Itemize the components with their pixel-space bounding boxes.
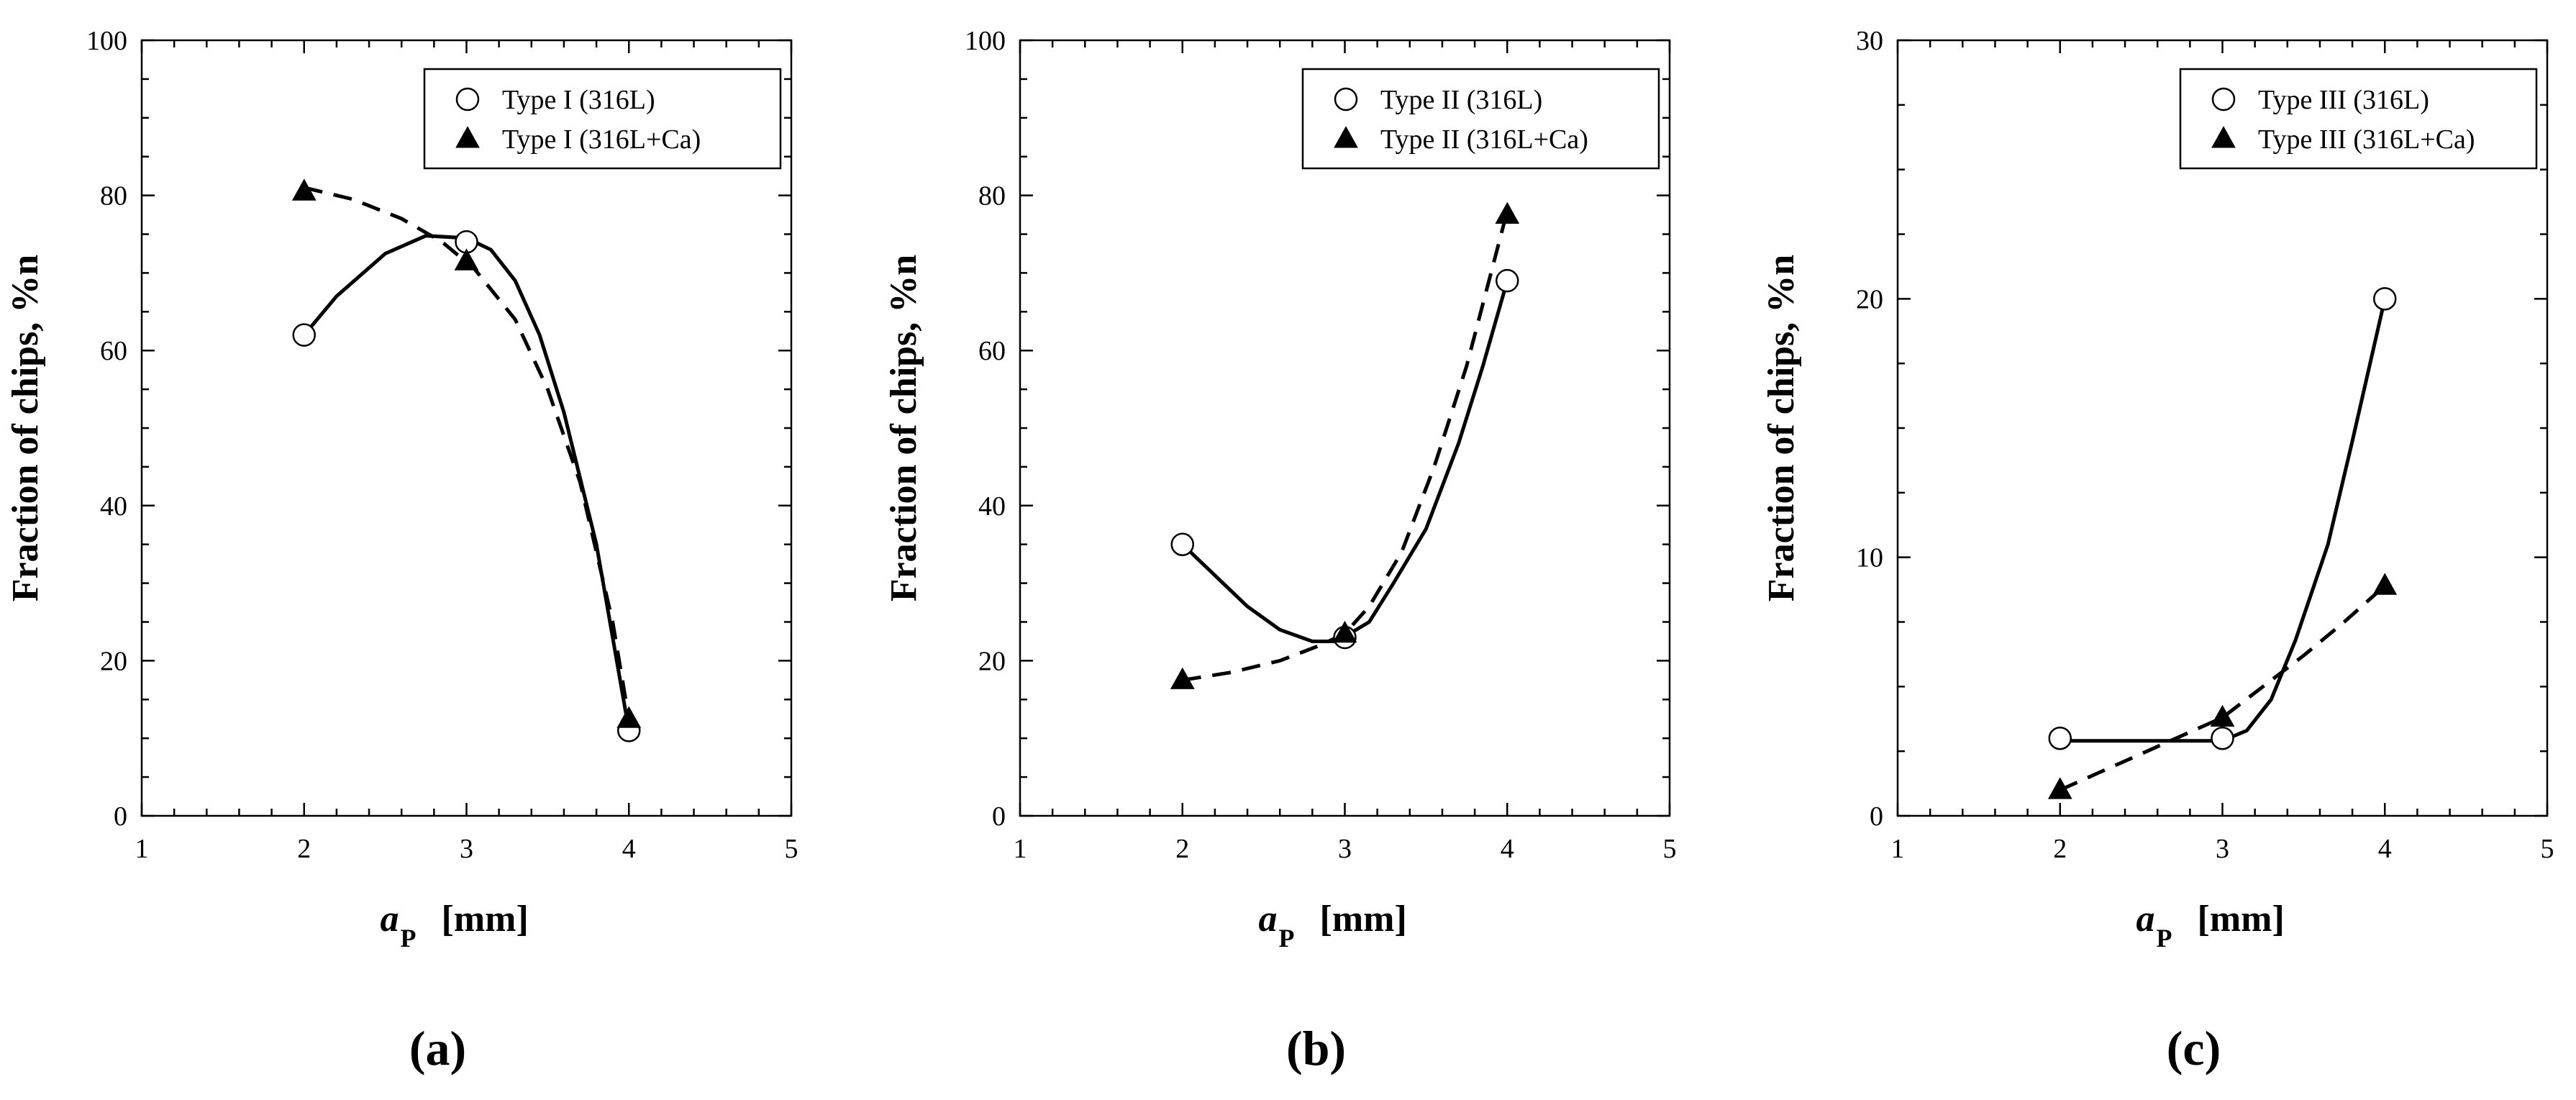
y-tick-label: 40 [978, 491, 1006, 522]
data-point-series2 [616, 706, 642, 728]
legend: Type I (316L) Type I (316L+Ca) [423, 68, 782, 170]
x-tick-label: 4 [1501, 834, 1514, 864]
x-tick-label: 3 [2216, 834, 2229, 864]
chart-panel-2: 1 2 3 4 5 0 20 40 60 80 100 Fraction of chips, %n a P… [883, 26, 1677, 1076]
x-axis-unit: [mm] [2198, 899, 2285, 940]
data-point-series1 [2373, 287, 2397, 311]
x-tick-label: 1 [1014, 834, 1027, 864]
y-tick-label: 0 [1870, 801, 1883, 832]
y-axis-label: Fraction of chips, %n [5, 255, 46, 602]
data-point-series1 [2048, 726, 2072, 750]
x-axis-subscript: P [2157, 924, 2172, 953]
y-tick-label: 100 [86, 26, 127, 56]
y-tick-label: 20 [100, 646, 127, 676]
legend-marker-1 [455, 87, 480, 112]
legend-box [423, 68, 782, 170]
panel-label: (b) [1286, 1021, 1346, 1076]
x-tick-label: 2 [2053, 834, 2067, 864]
panel-label: (a) [409, 1021, 466, 1076]
legend-box [1301, 68, 1660, 170]
y-tick-label: 40 [100, 491, 127, 522]
y-tick-label: 0 [992, 801, 1006, 832]
data-point-series2 [454, 248, 479, 271]
x-tick-label: 5 [2541, 834, 2554, 864]
y-tick-label: 80 [978, 181, 1006, 212]
y-axis-label: Fraction of chips, %n [1761, 255, 1802, 602]
x-tick-label: 2 [1175, 834, 1189, 864]
x-tick-label: 1 [1891, 834, 1905, 864]
x-tick-label: 3 [1338, 834, 1352, 864]
y-tick-label: 80 [100, 181, 127, 212]
x-axis-label: a P [mm] [1259, 899, 1407, 953]
data-point-series2 [2047, 777, 2072, 799]
y-tick-label: 10 [1856, 543, 1883, 573]
x-axis-unit: [mm] [1320, 899, 1407, 940]
legend: Type III (316L) Type III (316L+Ca) [2179, 68, 2538, 170]
y-tick-label: 20 [1856, 284, 1883, 314]
x-axis-subscript: P [401, 924, 417, 953]
data-point-series1 [1496, 268, 1519, 293]
data-point-series2 [2210, 704, 2235, 727]
x-axis-label: a P [mm] [381, 899, 529, 953]
x-tick-label: 5 [1663, 834, 1677, 864]
data-point-series1 [292, 323, 316, 347]
x-axis-symbol: a [381, 899, 399, 940]
x-axis-subscript: P [1279, 924, 1295, 953]
data-point-series2 [1332, 620, 1357, 643]
data-point-series1 [2211, 726, 2234, 750]
legend: Type II (316L) Type II (316L+Ca) [1301, 68, 1660, 170]
data-point-series2 [1170, 667, 1195, 689]
series-line-1 [302, 234, 631, 731]
y-tick-label: 60 [100, 336, 127, 366]
x-axis-unit: [mm] [442, 899, 529, 940]
x-tick-label: 5 [785, 834, 798, 864]
y-tick-label: 30 [1856, 26, 1883, 56]
data-point-series2 [2372, 573, 2398, 595]
panel-label: (c) [2167, 1021, 2221, 1076]
x-tick-label: 1 [135, 834, 149, 864]
series-line-2 [304, 186, 631, 719]
legend-marker-1 [2211, 87, 2236, 112]
data-point-series2 [291, 178, 317, 201]
y-tick-label: 20 [978, 646, 1006, 676]
series-line-1 [2060, 298, 2387, 743]
series-line-1 [1181, 280, 1509, 643]
x-axis-symbol: a [1259, 899, 1278, 940]
chart-panel-1: 1 2 3 4 5 0 20 40 60 80 100 Fraction of chips, %n a P… [5, 26, 798, 1076]
legend-label-1: Type I (316L) [502, 85, 655, 115]
legend-marker-2 [1334, 126, 1358, 148]
data-point-series1 [1170, 532, 1194, 556]
legend-marker-2 [2211, 126, 2236, 148]
series-line-2 [1182, 210, 1509, 682]
y-tick-label: 0 [114, 801, 127, 832]
data-point-series2 [1495, 201, 1520, 224]
legend-marker-2 [455, 126, 480, 148]
legend-label-2: Type III (316L+Ca) [2258, 124, 2475, 155]
x-tick-label: 4 [2378, 834, 2392, 864]
legend-label-1: Type II (316L) [1380, 85, 1542, 115]
y-axis-label: Fraction of chips, %n [883, 255, 924, 602]
legend-marker-1 [1334, 87, 1358, 112]
legend-box [2179, 68, 2538, 170]
x-axis-label: a P [mm] [2136, 899, 2285, 953]
y-tick-label: 100 [965, 26, 1006, 56]
x-axis-symbol: a [2136, 899, 2155, 940]
series-line-2 [2059, 584, 2386, 792]
legend-label-2: Type II (316L+Ca) [1380, 124, 1588, 155]
x-tick-label: 2 [297, 834, 311, 864]
legend-label-1: Type III (316L) [2258, 85, 2429, 115]
x-tick-label: 4 [622, 834, 636, 864]
legend-label-2: Type I (316L+Ca) [502, 124, 701, 155]
x-tick-label: 3 [460, 834, 473, 864]
y-tick-label: 60 [978, 336, 1006, 366]
chart-panel-3: 1 2 3 4 5 0 10 20 30 Fraction of chips, %n a P [mm] T… [1761, 26, 2554, 1076]
